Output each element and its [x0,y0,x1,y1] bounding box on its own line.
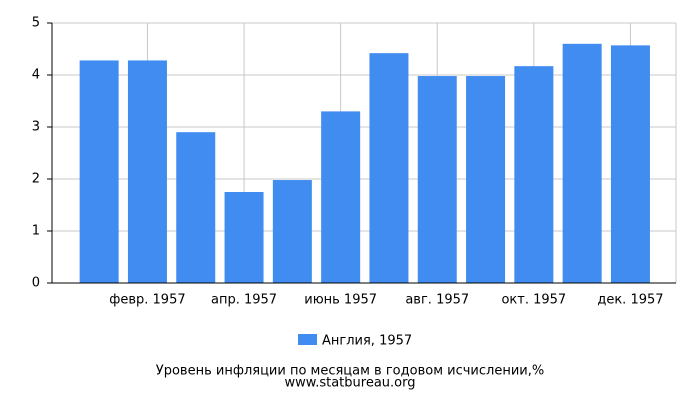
bar [417,76,457,283]
bar [562,43,602,283]
bar [321,111,361,284]
y-tick-label: 5 [32,16,40,31]
legend-label: Англия, 1957 [322,334,412,349]
x-tick-label: апр. 1957 [211,293,277,308]
source: www.statbureau.org [285,376,416,391]
bar [224,192,264,283]
bar [369,53,409,283]
x-tick-label: авг. 1957 [405,293,469,308]
bar [610,45,650,283]
bar [176,132,216,283]
x-tick-label: февр. 1957 [109,293,185,308]
bar [79,60,119,283]
y-tick-label: 4 [32,68,40,83]
y-tick-label: 2 [32,172,40,187]
y-tick-label: 1 [32,224,40,239]
caption: Уровень инфляции по месяцам в годовом ис… [156,364,544,379]
y-tick-label: 3 [32,120,40,135]
bar [514,66,554,283]
y-tick-label: 0 [32,276,40,291]
legend-swatch [298,334,317,345]
x-tick-label: окт. 1957 [501,293,566,308]
bar [466,76,506,283]
x-tick-label: дек. 1957 [597,293,663,308]
bar [272,180,312,283]
bar [127,60,167,283]
x-tick-label: июнь 1957 [304,293,377,308]
